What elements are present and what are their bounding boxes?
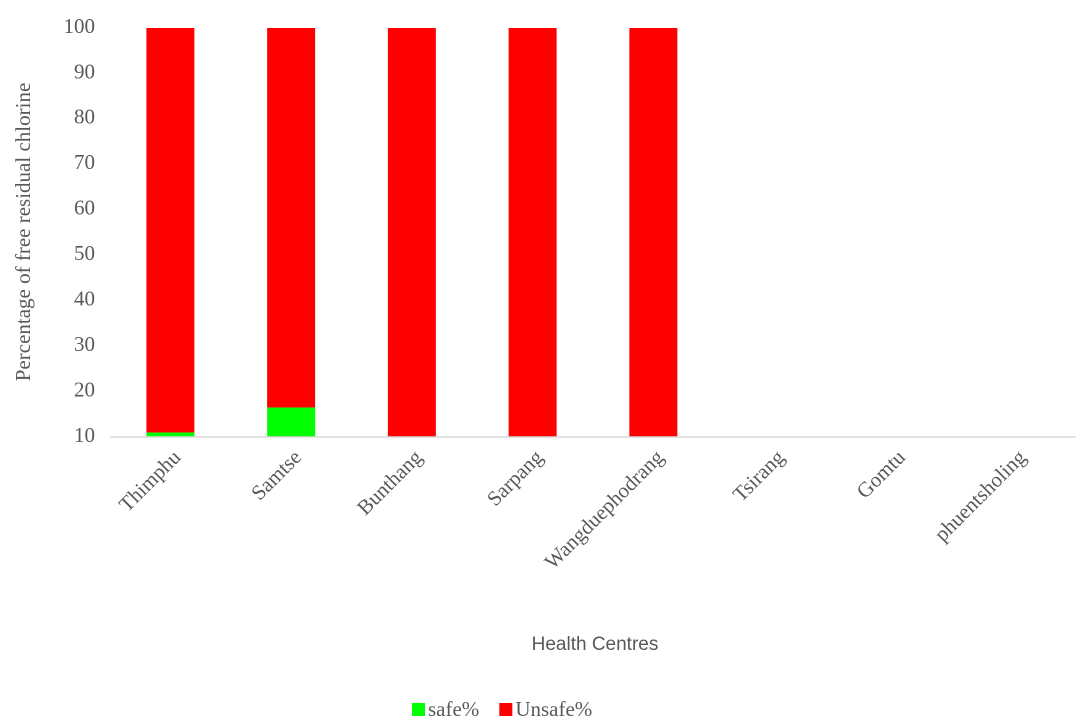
- x-tick-label: Sarpang: [482, 445, 548, 511]
- x-tick-label: Wangduephodrang: [540, 445, 669, 574]
- x-axis-title: Health Centres: [532, 634, 659, 655]
- y-tick-label: 20: [74, 377, 95, 401]
- y-tick-label: 10: [74, 423, 95, 447]
- legend-label: Unsafe%: [515, 697, 592, 721]
- y-tick-label: 60: [74, 196, 95, 220]
- legend-swatch: [499, 703, 513, 716]
- bar-segment: [146, 28, 195, 433]
- y-axis-title: Percentage of free residual chlorine: [11, 83, 35, 382]
- x-tick-label: Bunthang: [352, 445, 427, 520]
- y-tick-label: 80: [74, 105, 95, 129]
- y-tick-label: 40: [74, 286, 95, 310]
- plot-area: [146, 28, 678, 437]
- bar-segment: [387, 28, 436, 437]
- y-tick-label: 70: [74, 150, 95, 174]
- bar-segment: [508, 28, 557, 437]
- bar-segment: [267, 407, 316, 437]
- y-tick-label: 30: [74, 332, 95, 356]
- y-tick-label: 90: [74, 59, 95, 83]
- legend-swatch: [412, 703, 425, 716]
- x-tick-label: Gomtu: [852, 445, 911, 504]
- y-tick-label: 100: [64, 14, 96, 38]
- legend-label: safe%: [428, 697, 479, 721]
- x-tick-label: Thimphu: [114, 445, 186, 517]
- x-tick-label: phuentsholing: [929, 445, 1030, 546]
- bar-segment: [629, 28, 678, 437]
- y-tick-label: 50: [74, 241, 95, 265]
- x-tick-label: Samtse: [246, 445, 306, 505]
- x-tick-label: Tsirang: [728, 445, 790, 507]
- bar-segment: [267, 28, 316, 408]
- bar-segment: [146, 432, 195, 437]
